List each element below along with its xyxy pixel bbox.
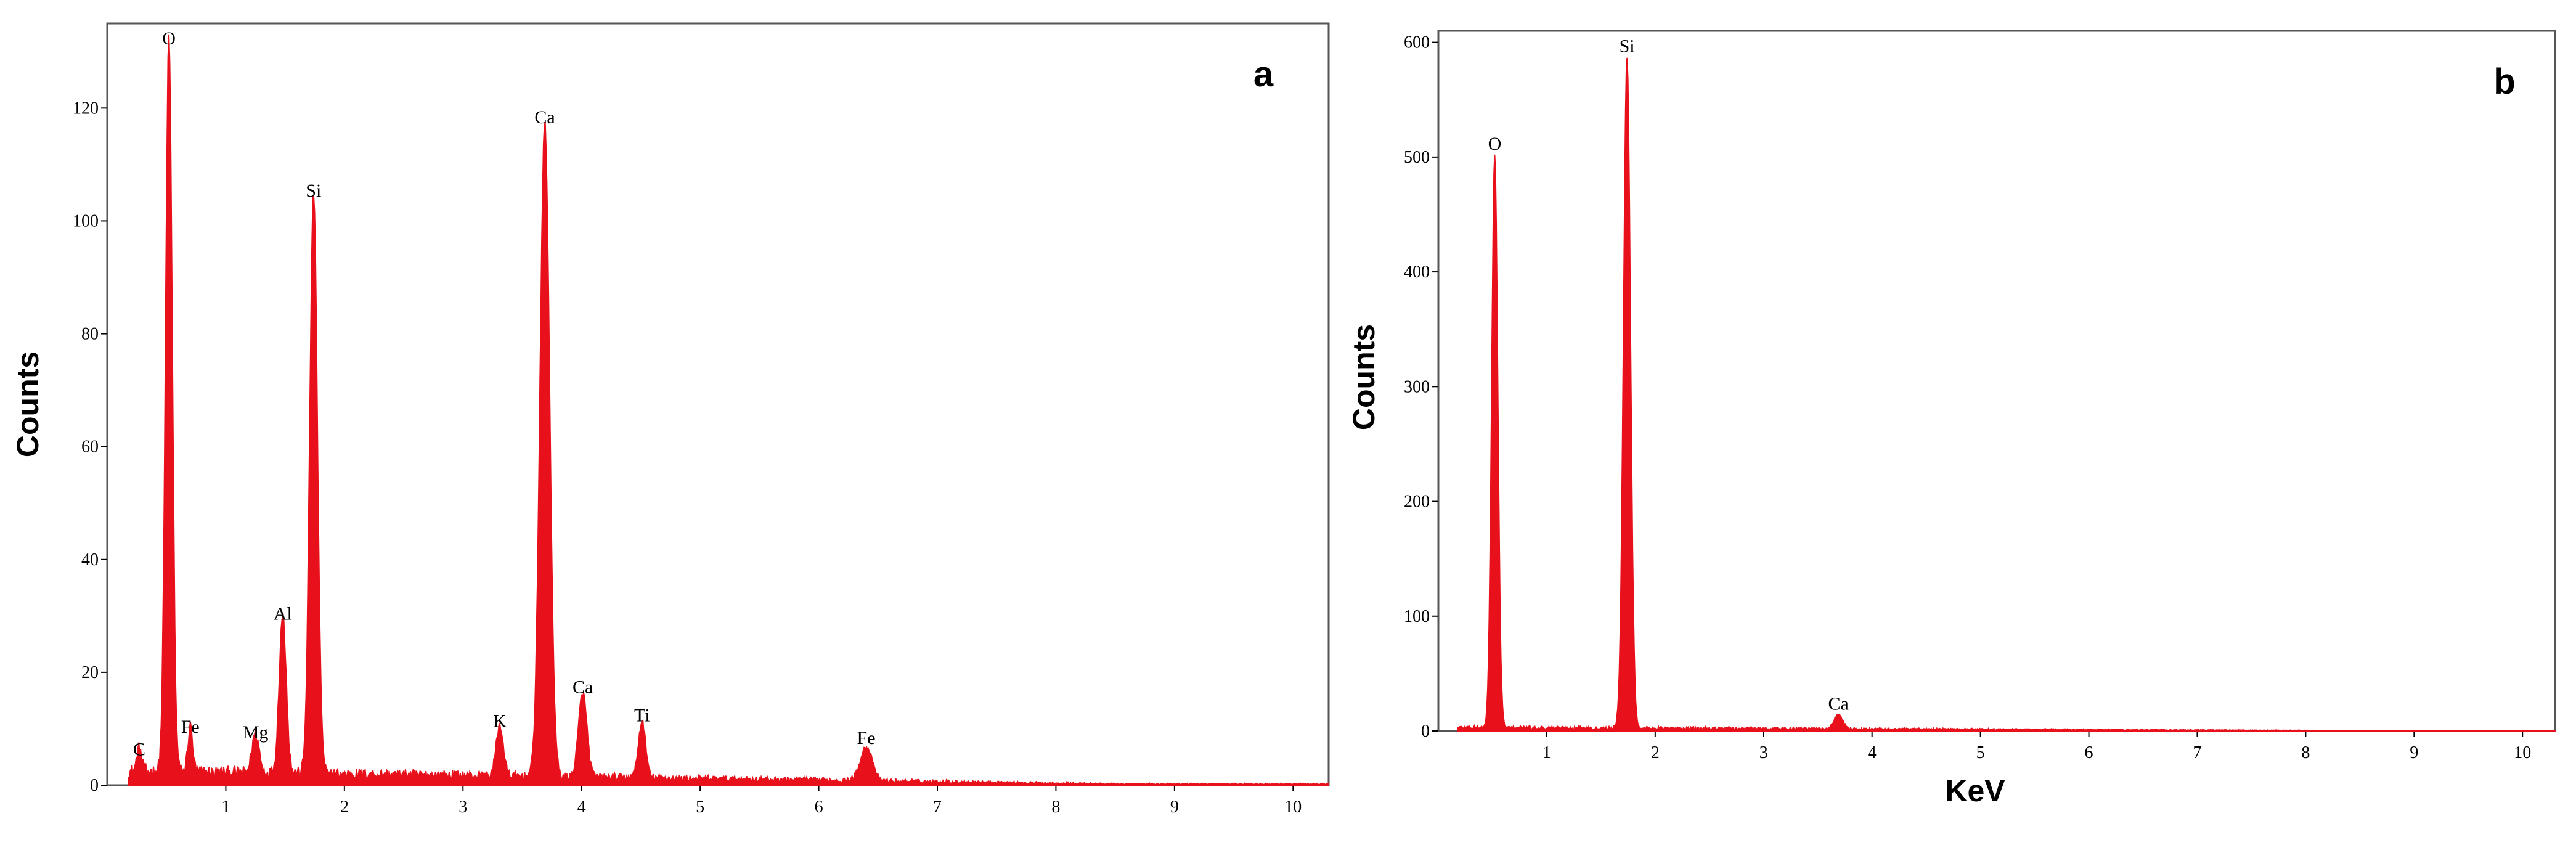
peak-label: C	[133, 739, 145, 759]
peak-label: Si	[1620, 36, 1635, 57]
peak-label: Si	[306, 181, 321, 201]
peak-labels-b: O Si Ca	[1488, 36, 1849, 714]
peak-label: O	[1488, 134, 1502, 154]
y-tick-label: 80	[81, 325, 99, 344]
x-tick-label: 9	[1170, 798, 1179, 817]
plot-frame-b	[1437, 30, 2556, 732]
plot-frame-a	[106, 22, 1330, 786]
x-tick-label: 7	[933, 798, 942, 817]
y-tick-label: 200	[1404, 492, 1430, 512]
x-tick-label: 9	[2410, 743, 2418, 762]
x-tick-label: 7	[2193, 743, 2201, 762]
y-tick-labels-b: 0 100 200 300 400 500 600	[1404, 33, 1438, 741]
x-tick-label: 3	[459, 798, 467, 817]
y-tick-labels-a: 0 20 40 60 80 100 120	[73, 99, 107, 795]
peak-label: Ca	[573, 677, 593, 698]
x-tick-label: 4	[577, 798, 586, 817]
peak-labels-a: C O Fe Mg Al Si K Ca Ca Ti Fe	[133, 28, 876, 760]
y-tick-label: 600	[1404, 33, 1430, 52]
x-tick-label: 6	[815, 798, 823, 817]
x-tick-label: 4	[1868, 743, 1877, 762]
y-tick-label: 0	[90, 776, 99, 795]
x-tick-label: 5	[696, 798, 704, 817]
peak-label: Ca	[534, 107, 555, 128]
spectrum-area-a	[128, 34, 1329, 786]
x-tick-label: 2	[1651, 743, 1660, 762]
panel-label-a: a	[1253, 54, 1274, 94]
y-tick-label: 100	[73, 211, 99, 231]
panel-label-b: b	[2493, 62, 2515, 102]
y-tick-label: 500	[1404, 148, 1430, 167]
peak-label: O	[162, 28, 176, 49]
x-tick-labels-a: 1 2 3 4 5 6 7 8 9 10	[221, 785, 1302, 817]
x-tick-label: 10	[2514, 743, 2531, 762]
x-tick-label: 10	[1284, 798, 1302, 817]
spectrum-area-b	[1457, 57, 2556, 732]
peak-label: Fe	[857, 728, 876, 748]
y-tick-label: 120	[73, 99, 99, 118]
y-axis-label-a: Counts	[10, 351, 45, 457]
x-tick-label: 5	[1976, 743, 1985, 762]
peak-label: Al	[274, 604, 292, 624]
x-tick-label: 8	[2301, 743, 2310, 762]
x-axis-label-b: KeV	[1945, 773, 2005, 808]
x-tick-labels-b: 1 2 3 4 5 6 7 8 9 10	[1543, 731, 2531, 762]
x-tick-label: 8	[1051, 798, 1060, 817]
peak-label: Ca	[1828, 694, 1848, 714]
x-tick-label: 2	[340, 798, 349, 817]
peak-label: K	[493, 711, 507, 732]
y-tick-label: 0	[1421, 722, 1430, 741]
y-tick-label: 400	[1404, 263, 1430, 282]
peak-label: Ti	[634, 705, 650, 725]
x-tick-label: 6	[2085, 743, 2093, 762]
x-tick-label: 1	[221, 798, 230, 817]
x-tick-label: 3	[1759, 743, 1768, 762]
y-tick-label: 40	[81, 550, 99, 569]
peak-label: Fe	[181, 717, 200, 737]
y-tick-label: 60	[81, 438, 99, 457]
peak-label: Mg	[243, 722, 269, 743]
y-tick-label: 100	[1404, 607, 1430, 626]
y-tick-label: 300	[1404, 377, 1430, 396]
x-tick-label: 1	[1543, 743, 1551, 762]
y-tick-label: 20	[81, 663, 99, 682]
y-axis-label-b: Counts	[1347, 324, 1381, 430]
